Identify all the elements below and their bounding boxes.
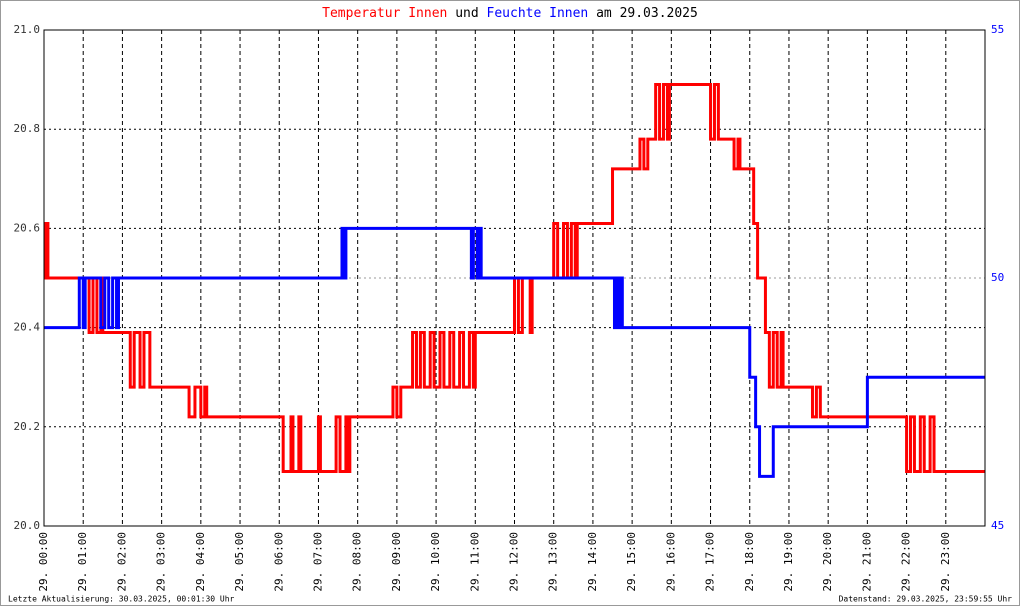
title-part: am 29.03.2025 <box>596 6 698 21</box>
x-tick-label: 29. 20:00 <box>821 532 834 592</box>
x-tick-label: 29. 16:00 <box>664 532 677 592</box>
x-tick-label: 29. 19:00 <box>782 532 795 592</box>
x-tick-label: 29. 00:00 <box>37 532 50 592</box>
x-tick-label: 29. 06:00 <box>272 532 285 592</box>
y-tick-label: 20.4 <box>14 321 41 334</box>
x-tick-label: 29. 01:00 <box>76 532 89 592</box>
y-tick-label: 20.0 <box>14 519 41 532</box>
y-tick-label: 20.6 <box>14 221 41 234</box>
title-part: Temperatur Innen <box>322 6 447 21</box>
x-tick-label: 29. 13:00 <box>547 532 560 592</box>
y2-tick-label: 55 <box>991 23 1004 36</box>
x-tick-label: 29. 03:00 <box>155 532 168 592</box>
chart-title: Temperatur Innen und Feuchte Innen am 29… <box>322 6 698 21</box>
plot-frame <box>43 29 986 527</box>
x-tick-label: 29. 07:00 <box>311 532 324 592</box>
x-tick-label: 29. 22:00 <box>900 532 913 592</box>
x-tick-label: 29. 05:00 <box>233 532 246 592</box>
title-part: und <box>455 6 478 21</box>
x-tick-label: 29. 14:00 <box>586 532 599 592</box>
title-part: Feuchte Innen <box>487 6 589 21</box>
footer-right: Datenstand: 29.03.2025, 23:59:55 Uhr <box>839 595 1013 604</box>
y-tick-label: 20.8 <box>14 122 41 135</box>
x-tick-label: 29. 11:00 <box>468 532 481 592</box>
footer-left: Letzte Aktualisierung: 30.03.2025, 00:01… <box>8 595 235 604</box>
y-tick-label: 20.2 <box>14 420 41 433</box>
x-tick-label: 29. 04:00 <box>194 532 207 592</box>
x-tick-label: 29. 21:00 <box>860 532 873 592</box>
x-tick-label: 29. 23:00 <box>939 532 952 592</box>
x-tick-label: 29. 10:00 <box>429 532 442 592</box>
series-line <box>44 226 985 478</box>
x-tick-label: 29. 02:00 <box>115 532 128 592</box>
x-tick-label: 29. 18:00 <box>743 532 756 592</box>
y2-tick-label: 45 <box>991 519 1004 532</box>
x-tick-label: 29. 15:00 <box>625 532 638 592</box>
x-tick-label: 29. 12:00 <box>508 532 521 592</box>
y2-tick-label: 50 <box>991 271 1004 284</box>
y-tick-label: 21.0 <box>14 23 41 36</box>
x-tick-label: 29. 17:00 <box>704 532 717 592</box>
series-line <box>44 83 985 473</box>
x-tick-label: 29. 09:00 <box>390 532 403 592</box>
x-tick-label: 29. 08:00 <box>351 532 364 592</box>
